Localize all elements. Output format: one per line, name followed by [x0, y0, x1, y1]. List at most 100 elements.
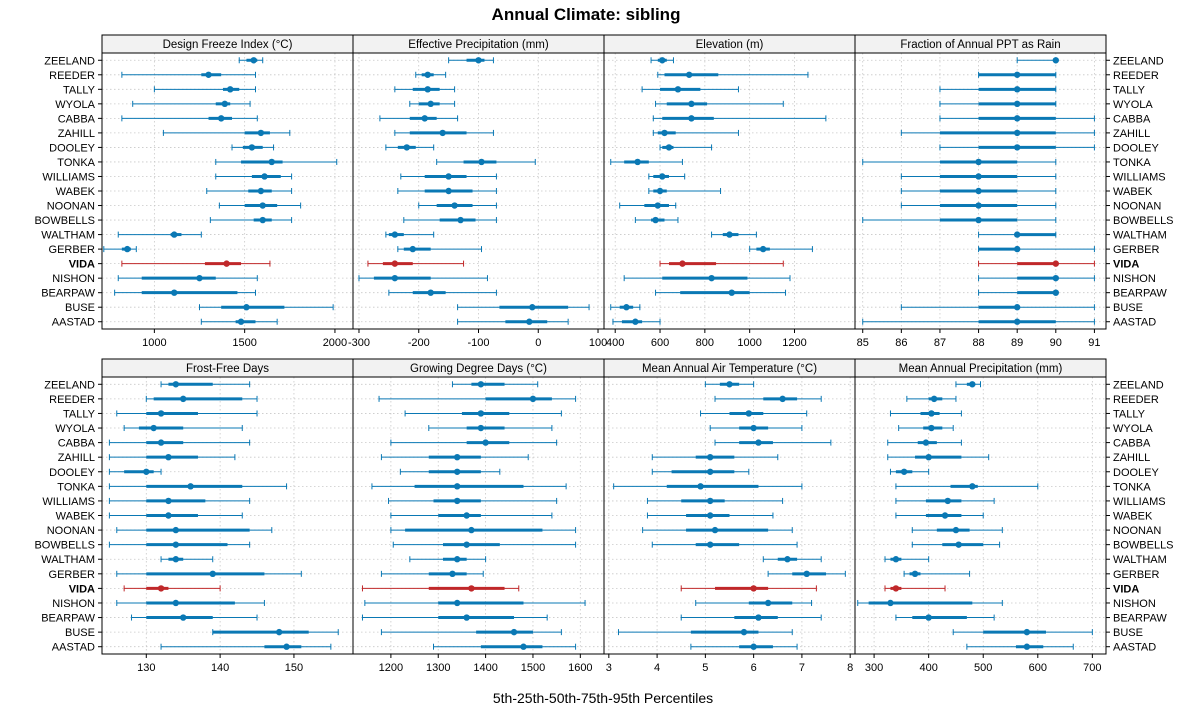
median-point — [925, 453, 932, 461]
median-point — [391, 231, 399, 238]
mark-effective-precipitation-mm-williams — [400, 173, 497, 180]
category-label-right-cabba-row1: CABBA — [1113, 113, 1151, 125]
median-point — [165, 497, 172, 505]
mark-frost-free-days-cabba — [108, 439, 251, 446]
mark-design-freeze-index-c-noonan — [218, 202, 302, 209]
category-label-right-wyola-row1: WYOLA — [1113, 99, 1153, 111]
median-point — [445, 173, 452, 180]
median-point — [665, 144, 673, 151]
mark-fraction-of-annual-ppt-as-rain-wyola — [939, 100, 1057, 108]
mark-elevation-m-tally — [641, 86, 739, 93]
median-point — [887, 599, 894, 607]
median-point — [750, 643, 757, 650]
mark-growing-degree-days-c-gerber — [380, 570, 484, 578]
category-label-left-gerber-row1: GERBER — [49, 244, 96, 256]
mark-fraction-of-annual-ppt-as-rain-bearpaw — [978, 289, 1060, 296]
median-point — [172, 556, 180, 563]
median-point — [955, 541, 962, 548]
category-label-left-reeder-row1: REEDER — [49, 70, 95, 82]
median-point — [728, 289, 735, 296]
median-point — [449, 570, 456, 578]
category-label-right-nishon-row1: NISHON — [1113, 273, 1156, 285]
mark-fraction-of-annual-ppt-as-rain-tally — [939, 86, 1057, 93]
mark-design-freeze-index-c-nishon — [117, 274, 258, 282]
median-point — [706, 453, 714, 461]
category-label-left-tonka-row2: TONKA — [57, 481, 95, 493]
median-point — [171, 289, 178, 296]
median-point — [1052, 260, 1060, 267]
category-label-left-gerber-row2: GERBER — [49, 569, 96, 581]
median-point — [453, 556, 461, 563]
tick-label-growing-degree-days-c: 1300 — [426, 662, 450, 674]
mark-mean-annual-air-temperature-c-reeder — [714, 395, 822, 403]
category-label-left-zeeland-row1: ZEELAND — [44, 55, 95, 67]
mark-design-freeze-index-c-wyola — [132, 100, 251, 108]
tick-label-fraction-of-annual-ppt-as-rain: 90 — [1050, 337, 1062, 349]
median-point — [165, 512, 172, 519]
mark-effective-precipitation-mm-bearpaw — [388, 289, 497, 296]
tick-label-effective-precipitation-mm: 100 — [589, 337, 607, 349]
median-point — [526, 318, 533, 325]
mark-design-freeze-index-c-buse — [199, 304, 334, 311]
category-label-left-noonan-row2: NOONAN — [47, 525, 95, 537]
median-point — [764, 599, 772, 607]
median-point — [478, 158, 485, 166]
median-point — [1013, 318, 1021, 325]
mark-frost-free-days-zahill — [108, 453, 236, 461]
mark-design-freeze-index-c-williams — [215, 173, 293, 180]
mark-effective-precipitation-mm-cabba — [379, 115, 459, 122]
mark-growing-degree-days-c-vida — [361, 585, 520, 592]
mark-effective-precipitation-mm-gerber — [397, 245, 482, 253]
median-point — [674, 86, 682, 93]
strip-label-elevation-m: Elevation (m) — [696, 39, 764, 51]
median-point — [706, 512, 714, 519]
median-point — [250, 57, 257, 64]
mark-mean-annual-precipitation-mm-wabek — [895, 512, 984, 519]
median-point — [283, 643, 290, 650]
median-point — [975, 216, 982, 224]
mark-mean-annual-air-temperature-c-williams — [646, 497, 784, 505]
mark-effective-precipitation-mm-waltham — [385, 231, 435, 238]
mark-mean-annual-precipitation-mm-tally — [889, 410, 962, 417]
mark-mean-annual-air-temperature-c-wyola — [709, 424, 803, 432]
category-label-right-gerber-row1: GERBER — [1113, 244, 1160, 256]
median-point — [688, 115, 695, 122]
median-point — [409, 245, 416, 253]
chart-title: Annual Climate: sibling — [492, 5, 681, 24]
mark-design-freeze-index-c-gerber — [103, 245, 137, 253]
median-point — [679, 260, 686, 267]
strip-label-fraction-of-annual-ppt-as-rain: Fraction of Annual PPT as Rain — [900, 39, 1060, 51]
mark-design-freeze-index-c-zahill — [162, 129, 291, 137]
category-label-left-bowbells-row1: BOWBELLS — [34, 215, 95, 227]
median-point — [740, 628, 748, 636]
category-label-right-zahill-row1: ZAHILL — [1113, 128, 1150, 140]
category-label-right-waltham-row1: WALTHAM — [1113, 230, 1167, 242]
median-point — [257, 129, 265, 137]
median-point — [180, 395, 187, 403]
mark-mean-annual-air-temperature-c-buse — [617, 628, 793, 636]
median-point — [477, 410, 485, 417]
median-point — [706, 497, 714, 505]
category-label-right-tally-row1: TALLY — [1113, 84, 1146, 96]
mark-fraction-of-annual-ppt-as-rain-cabba — [939, 115, 1095, 122]
tick-label-elevation-m: 1200 — [782, 337, 806, 349]
mark-design-freeze-index-c-bowbells — [209, 216, 293, 224]
category-label-right-zeeland-row2: ZEELAND — [1113, 379, 1164, 391]
mark-fraction-of-annual-ppt-as-rain-nishon — [978, 274, 1095, 282]
median-point — [688, 100, 695, 108]
category-label-right-wyola-row2: WYOLA — [1113, 423, 1153, 435]
median-point — [928, 410, 935, 417]
mark-effective-precipitation-mm-reeder — [415, 71, 447, 78]
median-point — [171, 231, 178, 238]
mark-design-freeze-index-c-dooley — [231, 144, 275, 151]
median-point — [1052, 289, 1060, 296]
median-point — [659, 57, 666, 64]
median-point — [248, 144, 256, 151]
median-point — [157, 585, 165, 592]
median-point — [150, 424, 157, 432]
median-point — [482, 439, 489, 446]
mark-elevation-m-dooley — [659, 144, 713, 151]
mark-design-freeze-index-c-cabba — [121, 115, 258, 122]
category-label-left-dooley-row1: DOOLEY — [49, 142, 96, 154]
